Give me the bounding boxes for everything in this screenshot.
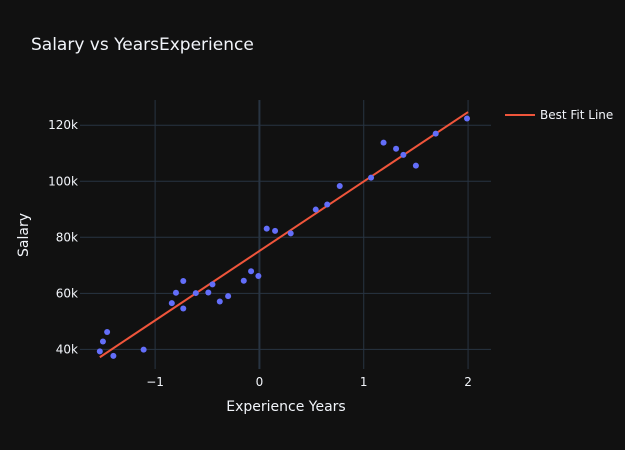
data-point xyxy=(192,290,199,297)
data-point xyxy=(432,130,439,137)
y-tick-label: 100k xyxy=(48,174,78,188)
legend[interactable]: Best Fit Line xyxy=(505,108,613,122)
data-point xyxy=(393,145,400,152)
data-point xyxy=(324,201,331,208)
data-point xyxy=(240,277,247,284)
y-tick-label: 60k xyxy=(56,286,78,300)
data-point xyxy=(336,183,343,190)
data-point xyxy=(168,300,175,307)
y-axis-title: Salary xyxy=(16,213,32,257)
data-point xyxy=(255,272,262,279)
data-point xyxy=(180,305,187,312)
data-point xyxy=(263,225,270,232)
data-point xyxy=(412,162,419,169)
x-tick-label: 2 xyxy=(464,375,472,389)
data-point xyxy=(180,278,187,285)
data-point xyxy=(216,298,223,305)
y-tick-label: 80k xyxy=(56,230,78,244)
data-point xyxy=(312,206,319,213)
data-point xyxy=(96,348,103,355)
x-tick-label: −1 xyxy=(146,375,164,389)
data-point xyxy=(380,139,387,146)
data-point xyxy=(172,289,179,296)
y-tick-label: 40k xyxy=(56,342,78,356)
data-point xyxy=(140,346,147,353)
data-point xyxy=(464,115,471,122)
series-layer xyxy=(96,111,471,359)
tick-layer: −1 0 1 2 40k 60k 80k 100k 120k xyxy=(48,118,472,389)
x-tick-label: 0 xyxy=(256,375,264,389)
data-point xyxy=(248,268,255,275)
legend-label-best-fit: Best Fit Line xyxy=(540,108,613,122)
data-point xyxy=(287,230,294,237)
best-fit-line xyxy=(99,111,469,359)
data-point xyxy=(104,329,111,336)
data-point xyxy=(400,151,407,158)
data-point xyxy=(99,338,106,345)
x-tick-label: 1 xyxy=(360,375,368,389)
data-point xyxy=(368,174,375,181)
data-point xyxy=(225,293,232,300)
grid-layer xyxy=(80,100,491,369)
x-axis-title: Experience Years xyxy=(226,399,345,415)
chart-title: Salary vs YearsExperience xyxy=(31,35,254,55)
y-tick-label: 120k xyxy=(48,118,78,132)
data-point xyxy=(110,352,117,359)
data-point xyxy=(205,289,212,296)
data-point xyxy=(209,281,216,288)
data-point xyxy=(272,227,279,234)
